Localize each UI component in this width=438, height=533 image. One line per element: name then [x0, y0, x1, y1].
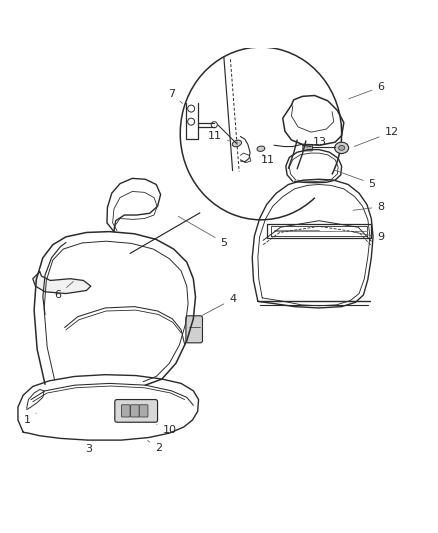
Text: 9: 9 [352, 232, 384, 243]
Text: 4: 4 [202, 294, 236, 316]
Text: 6: 6 [54, 281, 73, 300]
Text: 11: 11 [260, 154, 274, 165]
FancyBboxPatch shape [302, 144, 312, 151]
Text: 1: 1 [24, 413, 36, 425]
Text: 2: 2 [147, 440, 162, 454]
Text: 3: 3 [85, 441, 93, 454]
FancyBboxPatch shape [115, 400, 157, 422]
FancyBboxPatch shape [185, 316, 202, 343]
Text: 5: 5 [178, 216, 227, 247]
FancyBboxPatch shape [139, 405, 148, 417]
FancyBboxPatch shape [121, 405, 130, 417]
Text: 13: 13 [306, 137, 326, 148]
Polygon shape [33, 272, 91, 294]
FancyBboxPatch shape [130, 405, 139, 417]
Text: 10: 10 [156, 424, 176, 434]
Text: 8: 8 [352, 201, 384, 212]
Ellipse shape [338, 146, 344, 150]
Text: 5: 5 [334, 170, 375, 189]
Ellipse shape [334, 142, 348, 154]
Ellipse shape [257, 146, 264, 151]
Text: 7: 7 [168, 89, 182, 103]
Text: 6: 6 [348, 82, 384, 99]
Ellipse shape [232, 140, 241, 147]
Text: 12: 12 [353, 127, 398, 147]
Text: 11: 11 [208, 131, 229, 141]
